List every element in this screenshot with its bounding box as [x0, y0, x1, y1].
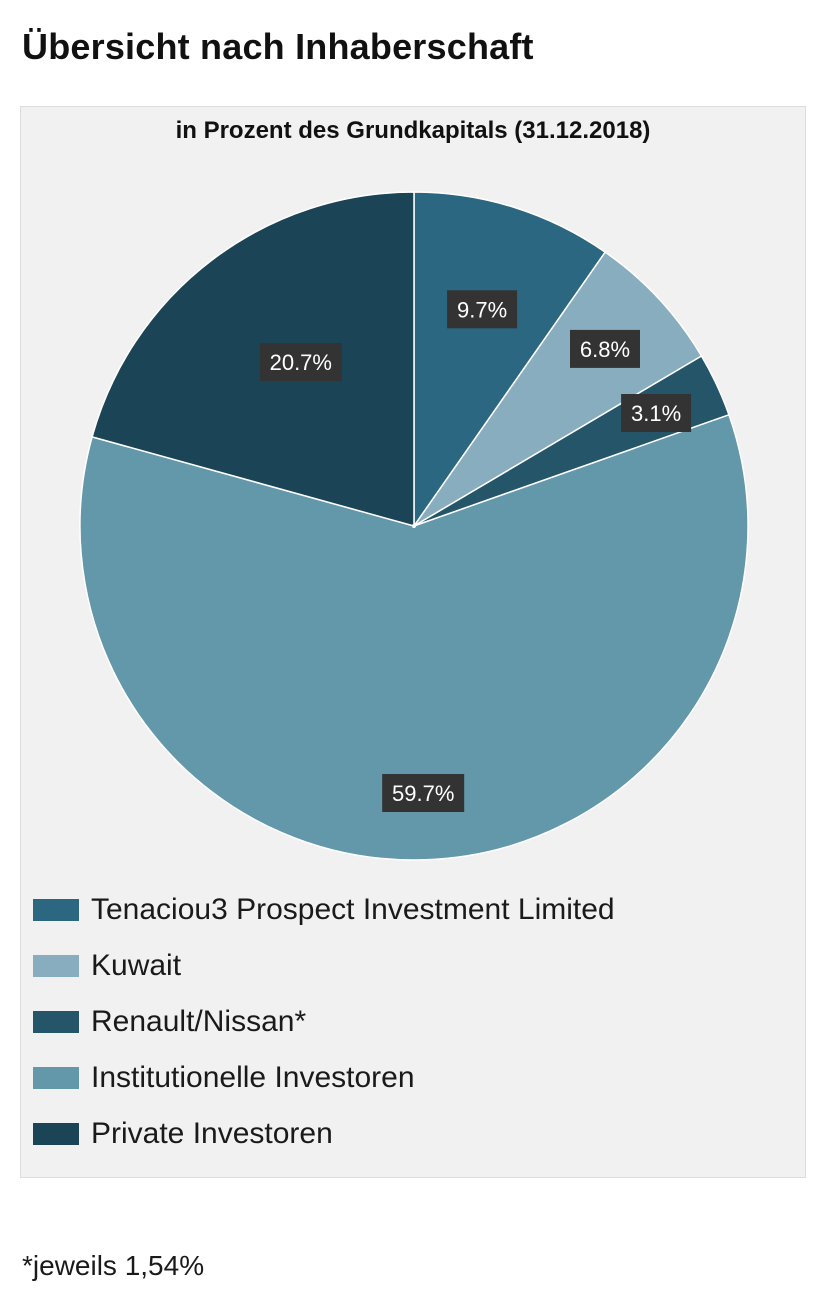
slice-value-label: 9.7%	[447, 290, 518, 329]
chart-panel: in Prozent des Grundkapitals (31.12.2018…	[20, 106, 806, 1178]
legend-label: Private Investoren	[91, 1117, 333, 1150]
value-label-text: 3.1%	[631, 401, 681, 426]
legend-item: Kuwait	[33, 938, 615, 994]
chart-legend: Tenaciou3 Prospect Investment Limited Kuw…	[33, 882, 615, 1162]
value-label-text: 6.8%	[580, 337, 630, 362]
chart-title: in Prozent des Grundkapitals (31.12.2018…	[175, 117, 651, 144]
value-label-background	[447, 290, 518, 329]
pie-slice	[413, 251, 703, 527]
value-label-background	[382, 774, 465, 812]
slice-value-label: 6.8%	[570, 329, 640, 368]
legend-label: Renault/Nissan*	[91, 1005, 307, 1038]
legend-label: Institutionelle Investoren	[91, 1061, 415, 1094]
slice-value-label: 3.1%	[621, 394, 692, 432]
value-label-background	[621, 394, 692, 432]
legend-label: Kuwait	[91, 949, 182, 982]
legend-item: Tenaciou3 Prospect Investment Limited	[33, 882, 615, 938]
pie-center	[412, 524, 416, 528]
legend-swatch	[33, 955, 79, 977]
slice-value-label: 59.7%	[382, 774, 465, 812]
legend-label: Tenaciou3 Prospect Investment Limited	[91, 893, 615, 926]
pie-slice	[91, 191, 415, 527]
page-title: Übersicht nach Inhaberschaft	[22, 26, 534, 67]
value-label-text: 9.7%	[457, 297, 507, 322]
value-label-background	[570, 329, 640, 368]
value-label-background	[259, 343, 342, 382]
legend-item: Institutionelle Investoren	[33, 1050, 615, 1106]
value-label-text: 20.7%	[270, 350, 332, 375]
pie-slice	[79, 413, 749, 861]
legend-item: Private Investoren	[33, 1106, 615, 1162]
pie-chart: 9.7% 6.8% 3.1% 59.7% 20.7%	[79, 191, 749, 861]
legend-swatch	[33, 1123, 79, 1145]
footnote: *jeweils 1,54%	[22, 1250, 205, 1281]
slice-value-label: 20.7%	[259, 343, 342, 382]
legend-swatch	[33, 1011, 79, 1033]
legend-swatch	[33, 1067, 79, 1089]
pie-slice	[413, 191, 607, 529]
legend-swatch	[33, 899, 79, 921]
value-label-text: 59.7%	[392, 781, 454, 806]
legend-item: Renault/Nissan*	[33, 994, 615, 1050]
